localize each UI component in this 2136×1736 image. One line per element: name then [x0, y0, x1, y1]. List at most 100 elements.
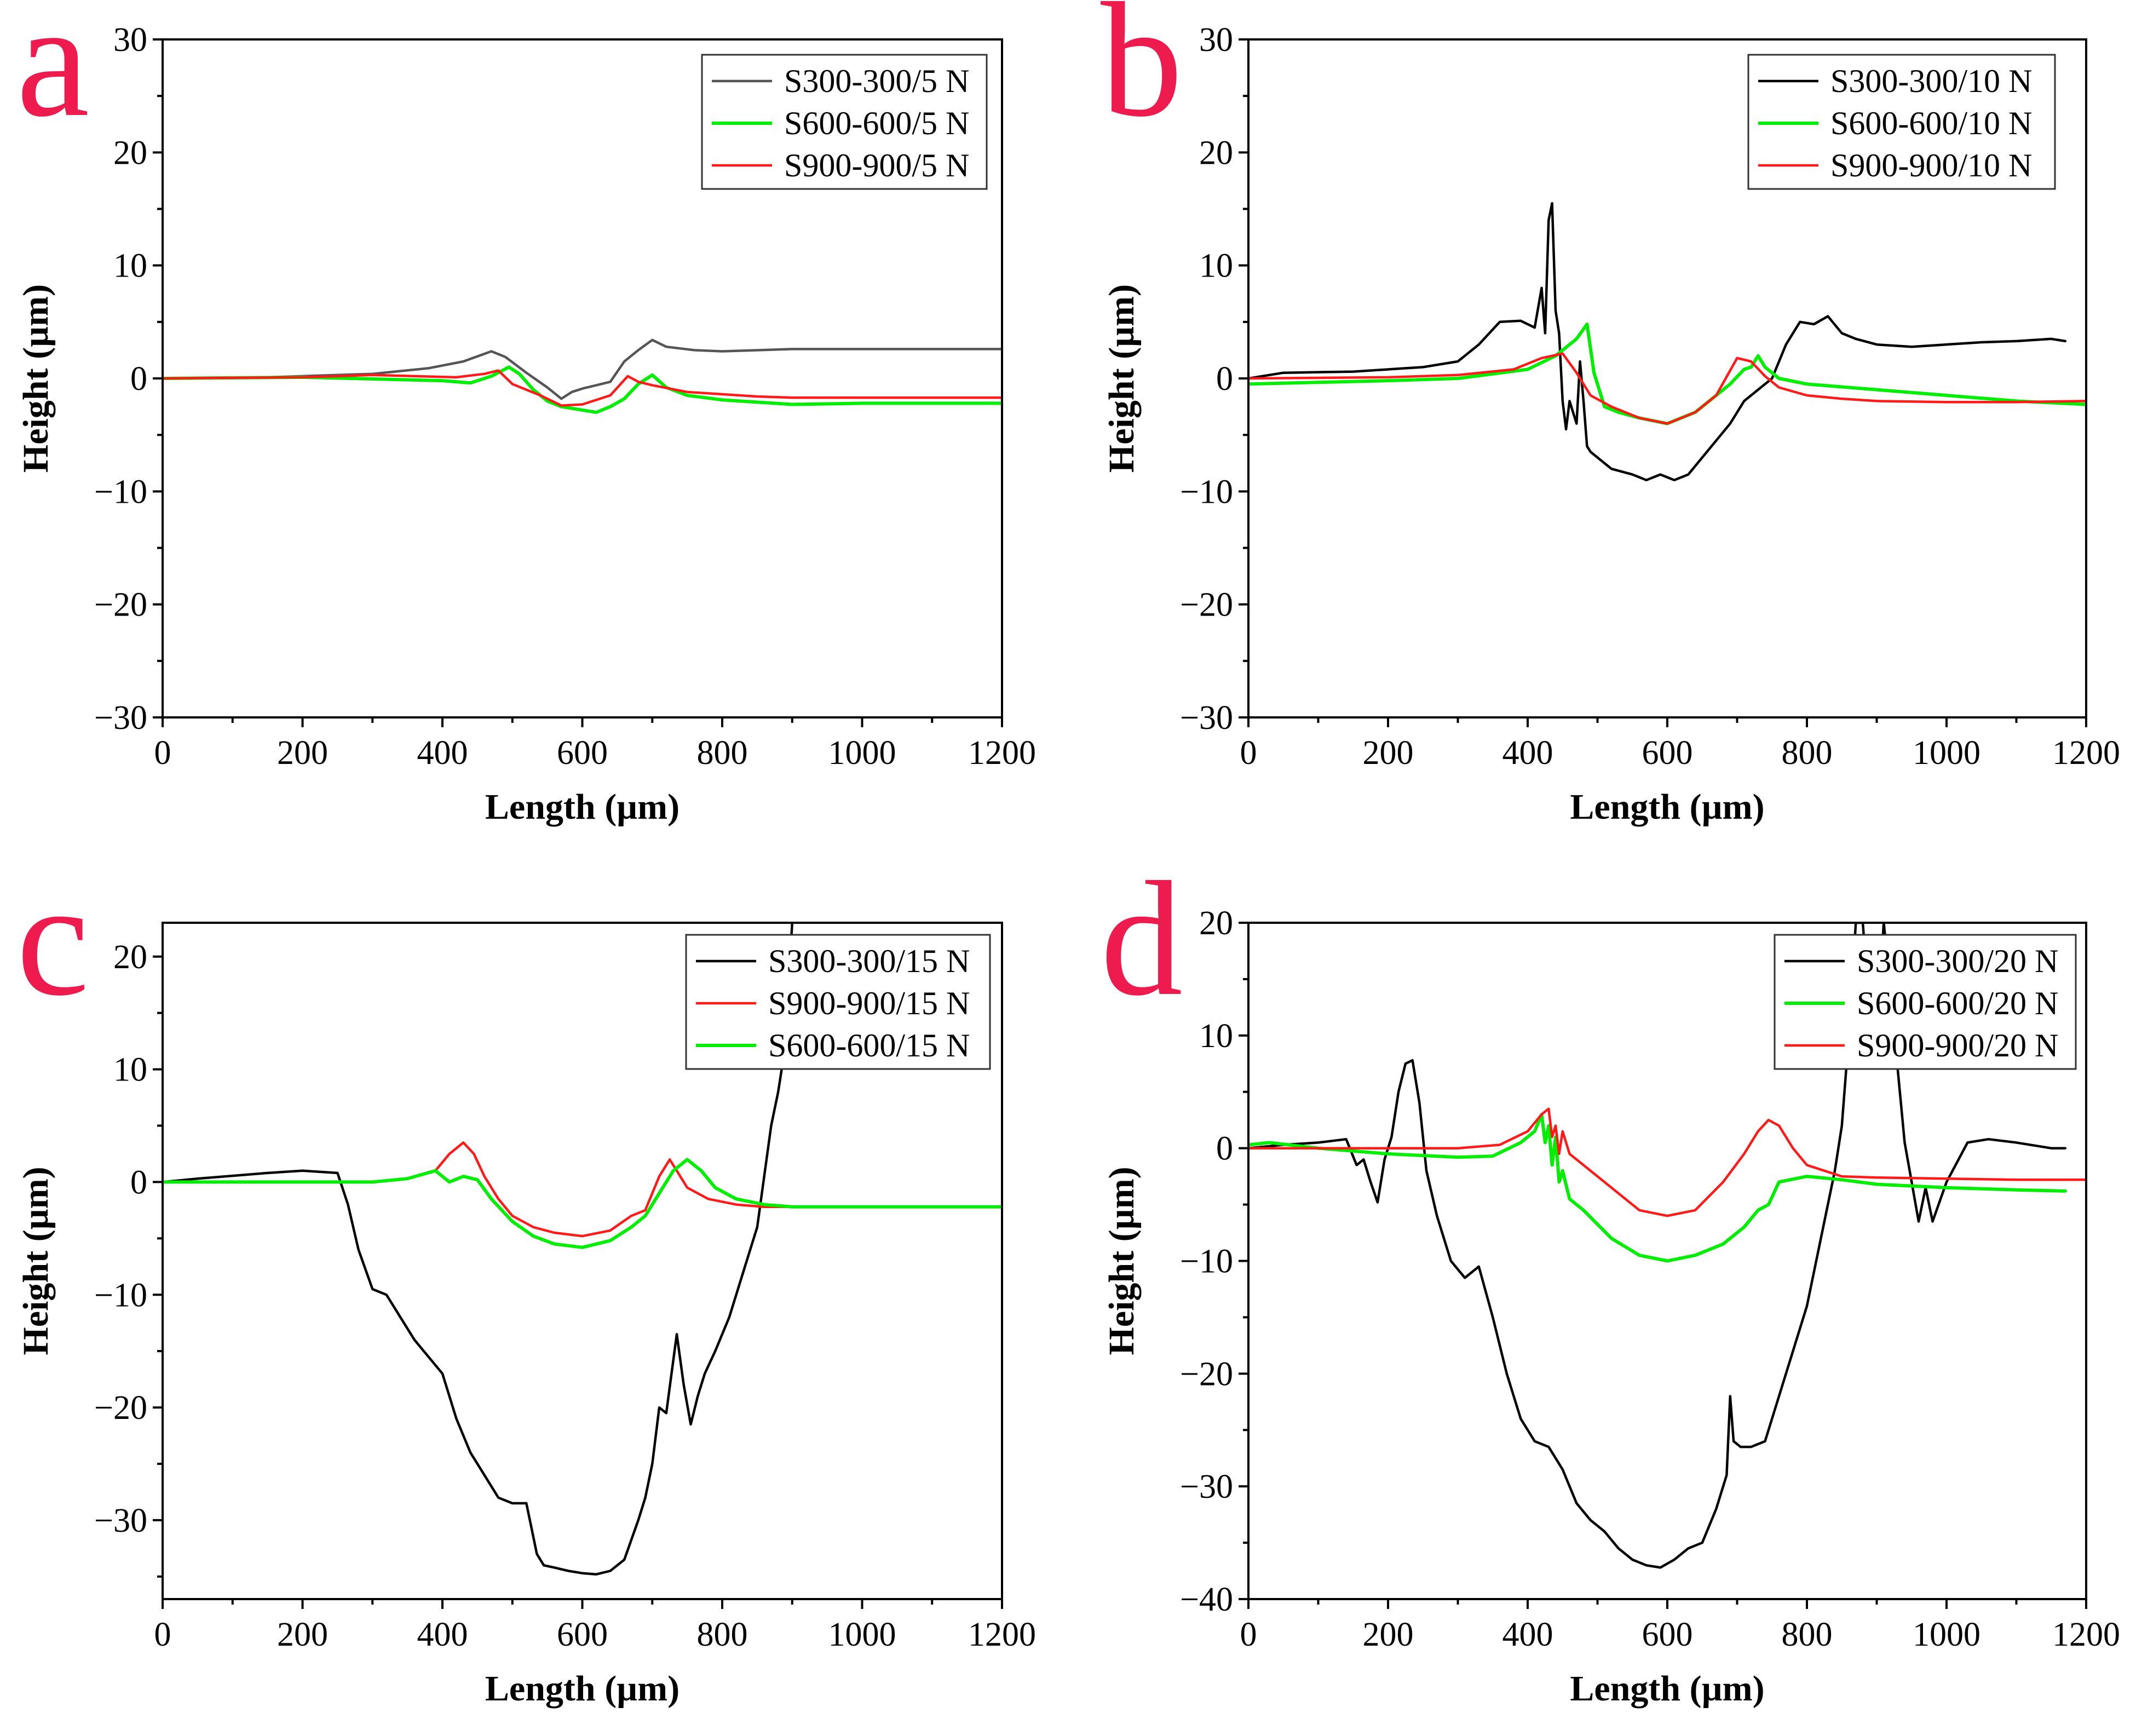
x-tick-label: 0 — [154, 1616, 171, 1653]
legend-label-3: S900-900/10 N — [1830, 147, 2032, 183]
legend-label-2: S600-600/5 N — [784, 105, 969, 141]
legend-label-1: S300-300/20 N — [1857, 943, 2058, 979]
y-axis-title: Height (µm) — [16, 284, 56, 473]
y-tick-label: 30 — [113, 21, 147, 59]
x-tick-label: 600 — [1642, 1616, 1693, 1653]
panel-letter-d: d — [1101, 848, 1183, 1030]
y-tick-label: 20 — [113, 134, 147, 171]
x-tick-label: 800 — [1782, 734, 1833, 772]
series-line-3 — [1248, 1107, 2086, 1217]
series-line-2 — [1248, 1112, 2067, 1263]
x-tick-label: 0 — [1240, 734, 1257, 772]
series-line-3 — [163, 1158, 1002, 1249]
legend-label-2: S900-900/15 N — [768, 985, 970, 1021]
y-tick-label: −20 — [1180, 1355, 1233, 1393]
x-tick-label: 400 — [417, 734, 468, 772]
y-tick-label: 20 — [1199, 905, 1233, 942]
legend: S300-300/5 N S600-600/5 N S900-900/5 N — [701, 54, 988, 190]
y-tick-label: −20 — [1180, 587, 1233, 624]
y-tick-label: 10 — [1199, 1018, 1233, 1055]
y-tick-label: −20 — [94, 1389, 147, 1427]
x-axis-title: Length (µm) — [1570, 787, 1764, 827]
x-axis-title: Length (µm) — [485, 787, 680, 827]
x-tick-label: 200 — [277, 734, 328, 772]
x-tick-label: 400 — [1502, 734, 1553, 772]
x-axis-title: Length (µm) — [485, 1669, 680, 1709]
x-tick-label: 600 — [557, 1616, 608, 1653]
legend: S300-300/20 N S600-600/20 N S900-900/20 N — [1774, 934, 2077, 1070]
x-tick-label: 1000 — [828, 1616, 896, 1653]
legend-label-3: S900-900/20 N — [1857, 1027, 2058, 1064]
y-tick-label: −30 — [94, 699, 147, 737]
panel-c: c 0 200 400 600 800 1000 1200 −30 −20 −10 0 10 20 Len… — [16, 848, 1036, 1709]
x-tick-label: 200 — [277, 1616, 328, 1653]
series-group — [1248, 202, 2086, 481]
panel-a: a 0 200 400 600 800 1000 1200 −30 −20 −10 0 10 20 30 L… — [16, 0, 1036, 827]
x-tick-label: 200 — [1363, 1616, 1414, 1653]
legend: S300-300/10 N S600-600/10 N S900-900/10 N — [1747, 54, 2056, 190]
legend-label-2: S600-600/10 N — [1830, 105, 2032, 141]
y-tick-label: −30 — [94, 1502, 147, 1539]
panel-letter-c: c — [16, 848, 89, 1030]
y-tick-label: −20 — [94, 587, 147, 624]
panel-b: b 0 200 400 600 800 1000 1200 −30 −20 −10 0 10 20 30 L… — [1101, 0, 2120, 827]
x-tick-label: 1000 — [1913, 734, 1980, 772]
legend-label-1: S300-300/5 N — [784, 63, 969, 99]
y-tick-label: 20 — [113, 939, 147, 976]
x-tick-label: 1000 — [1913, 1616, 1980, 1653]
x-tick-label: 600 — [557, 734, 608, 772]
x-tick-label: 600 — [1642, 734, 1693, 772]
y-tick-label: −40 — [1180, 1581, 1233, 1618]
series-line-2 — [1248, 323, 2086, 426]
y-tick-label: 10 — [1199, 248, 1233, 285]
y-tick-label: 0 — [130, 1164, 147, 1201]
y-tick-label: −30 — [1180, 1468, 1233, 1505]
legend-label-1: S300-300/15 N — [768, 943, 970, 979]
x-tick-label: 0 — [154, 734, 171, 772]
x-tick-label: 1200 — [968, 1616, 1036, 1653]
y-tick-label: 10 — [113, 248, 147, 285]
x-tick-label: 800 — [697, 734, 748, 772]
x-tick-label: 1200 — [2052, 734, 2120, 772]
x-tick-label: 200 — [1363, 734, 1414, 772]
series-group — [163, 338, 1002, 414]
y-tick-label: 10 — [113, 1051, 147, 1089]
y-axis-title: Height (µm) — [1102, 284, 1142, 473]
x-tick-label: 400 — [1502, 1616, 1553, 1653]
series-line-2 — [163, 365, 1002, 414]
series-line-1 — [1248, 202, 2067, 481]
series-line-1 — [163, 923, 794, 1576]
y-tick-label: 20 — [1199, 134, 1233, 171]
y-tick-label: −10 — [94, 1277, 147, 1314]
y-tick-label: −10 — [1180, 473, 1233, 510]
series-line-2 — [163, 1141, 1002, 1238]
y-tick-label: 0 — [1216, 1130, 1233, 1168]
y-tick-label: 0 — [1216, 360, 1233, 398]
legend-label-3: S900-900/5 N — [784, 147, 969, 183]
series-line-1 — [163, 338, 1002, 400]
legend-label-1: S300-300/10 N — [1830, 63, 2032, 99]
legend: S300-300/15 N S900-900/15 N S600-600/15 N — [685, 934, 991, 1070]
x-tick-label: 1200 — [968, 734, 1036, 772]
series-line-3 — [163, 369, 1002, 407]
x-tick-label: 400 — [417, 1616, 468, 1653]
y-tick-label: −30 — [1180, 699, 1233, 737]
legend-label-2: S600-600/20 N — [1857, 985, 2058, 1021]
legend-label-3: S600-600/15 N — [768, 1027, 970, 1064]
x-axis-title: Length (µm) — [1570, 1669, 1764, 1709]
series-line-3 — [1248, 352, 2086, 425]
panel-letter-a: a — [16, 0, 89, 151]
y-tick-label: 30 — [1199, 21, 1233, 59]
y-axis-title: Height (µm) — [1102, 1166, 1142, 1355]
x-tick-label: 1000 — [828, 734, 896, 772]
panel-d: d 0 200 400 600 800 1000 1200 −40 −30 −20 −10 0 10 20… — [1101, 848, 2120, 1709]
x-tick-label: 800 — [1782, 1616, 1833, 1653]
y-tick-label: −10 — [94, 473, 147, 510]
y-tick-label: −10 — [1180, 1243, 1233, 1280]
series-group — [163, 923, 1002, 1576]
x-tick-label: 800 — [697, 1616, 748, 1653]
x-tick-label: 1200 — [2052, 1616, 2120, 1653]
x-tick-label: 0 — [1240, 1616, 1257, 1653]
panel-letter-b: b — [1101, 0, 1183, 151]
